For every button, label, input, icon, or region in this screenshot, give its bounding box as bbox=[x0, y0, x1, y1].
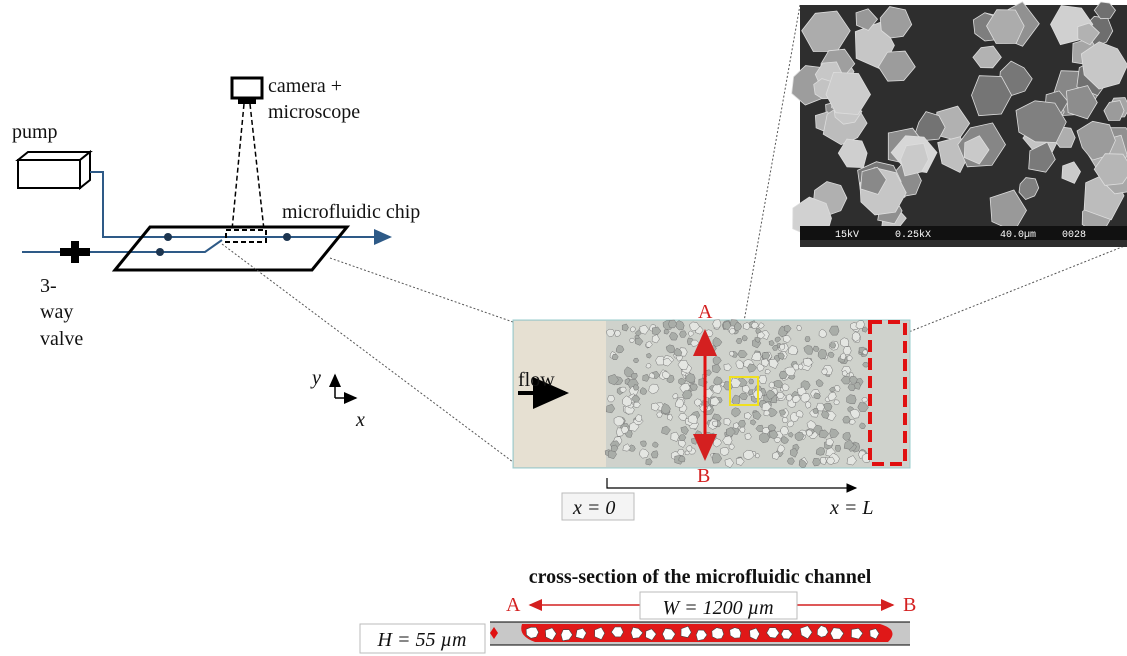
page: pump camera + microscope microfluidic ch… bbox=[0, 0, 1127, 656]
grain bbox=[805, 337, 810, 342]
grain bbox=[749, 379, 754, 384]
grain bbox=[769, 382, 774, 388]
label: microscope bbox=[268, 101, 360, 123]
grain bbox=[688, 415, 697, 424]
view-cone bbox=[250, 104, 264, 230]
pump-top bbox=[18, 152, 90, 160]
label: 3- bbox=[40, 275, 57, 297]
label: pump bbox=[12, 121, 58, 143]
grain bbox=[806, 430, 812, 437]
grain bbox=[748, 390, 753, 395]
valve bbox=[71, 241, 79, 263]
figure: pump camera + microscope microfluidic ch… bbox=[0, 0, 1127, 656]
label: H = 55 µm bbox=[377, 629, 467, 651]
axis-label: x bbox=[355, 409, 365, 431]
grain bbox=[820, 457, 826, 464]
label: camera + bbox=[268, 75, 342, 97]
grain bbox=[631, 373, 637, 379]
sem-label: 0.25kX bbox=[895, 229, 931, 241]
grain bbox=[841, 338, 849, 347]
chip bbox=[115, 227, 347, 270]
grain bbox=[729, 351, 734, 356]
grain bbox=[712, 421, 718, 426]
zoom-line bbox=[330, 258, 513, 322]
diagram-shapes bbox=[18, 2, 1127, 653]
grain bbox=[720, 447, 729, 455]
grain bbox=[835, 445, 841, 451]
label: x = L bbox=[829, 497, 874, 519]
camera bbox=[232, 78, 262, 98]
label: x = 0 bbox=[572, 497, 615, 519]
port bbox=[164, 233, 172, 241]
pump-front bbox=[18, 160, 80, 188]
label: flow bbox=[518, 369, 555, 391]
label: B bbox=[903, 594, 916, 616]
port bbox=[283, 233, 291, 241]
port bbox=[156, 248, 164, 256]
zoom-line bbox=[222, 244, 513, 462]
label: way bbox=[40, 301, 73, 323]
sem-label: 0028 bbox=[1062, 230, 1086, 241]
sem-label: 15kV bbox=[835, 229, 859, 241]
grain bbox=[679, 331, 686, 338]
label: B bbox=[697, 465, 710, 487]
label: W = 1200 µm bbox=[662, 597, 773, 619]
sem-label: 40.0µm bbox=[1000, 230, 1036, 241]
grain bbox=[830, 343, 836, 348]
length-axis bbox=[607, 478, 856, 488]
grain bbox=[636, 415, 642, 422]
view-cone bbox=[232, 104, 244, 230]
grain bbox=[806, 402, 811, 409]
label: A bbox=[506, 594, 521, 616]
grain bbox=[781, 426, 789, 435]
inlet-tube bbox=[22, 240, 222, 252]
camera-lens bbox=[238, 98, 256, 104]
label: valve bbox=[40, 328, 83, 350]
grain bbox=[843, 433, 851, 441]
label: microfluidic chip bbox=[282, 201, 420, 223]
axis-label: y bbox=[310, 367, 321, 389]
section-title: cross-section of the microfluidic channe… bbox=[529, 566, 872, 588]
grain bbox=[774, 380, 783, 387]
label: A bbox=[698, 301, 713, 323]
